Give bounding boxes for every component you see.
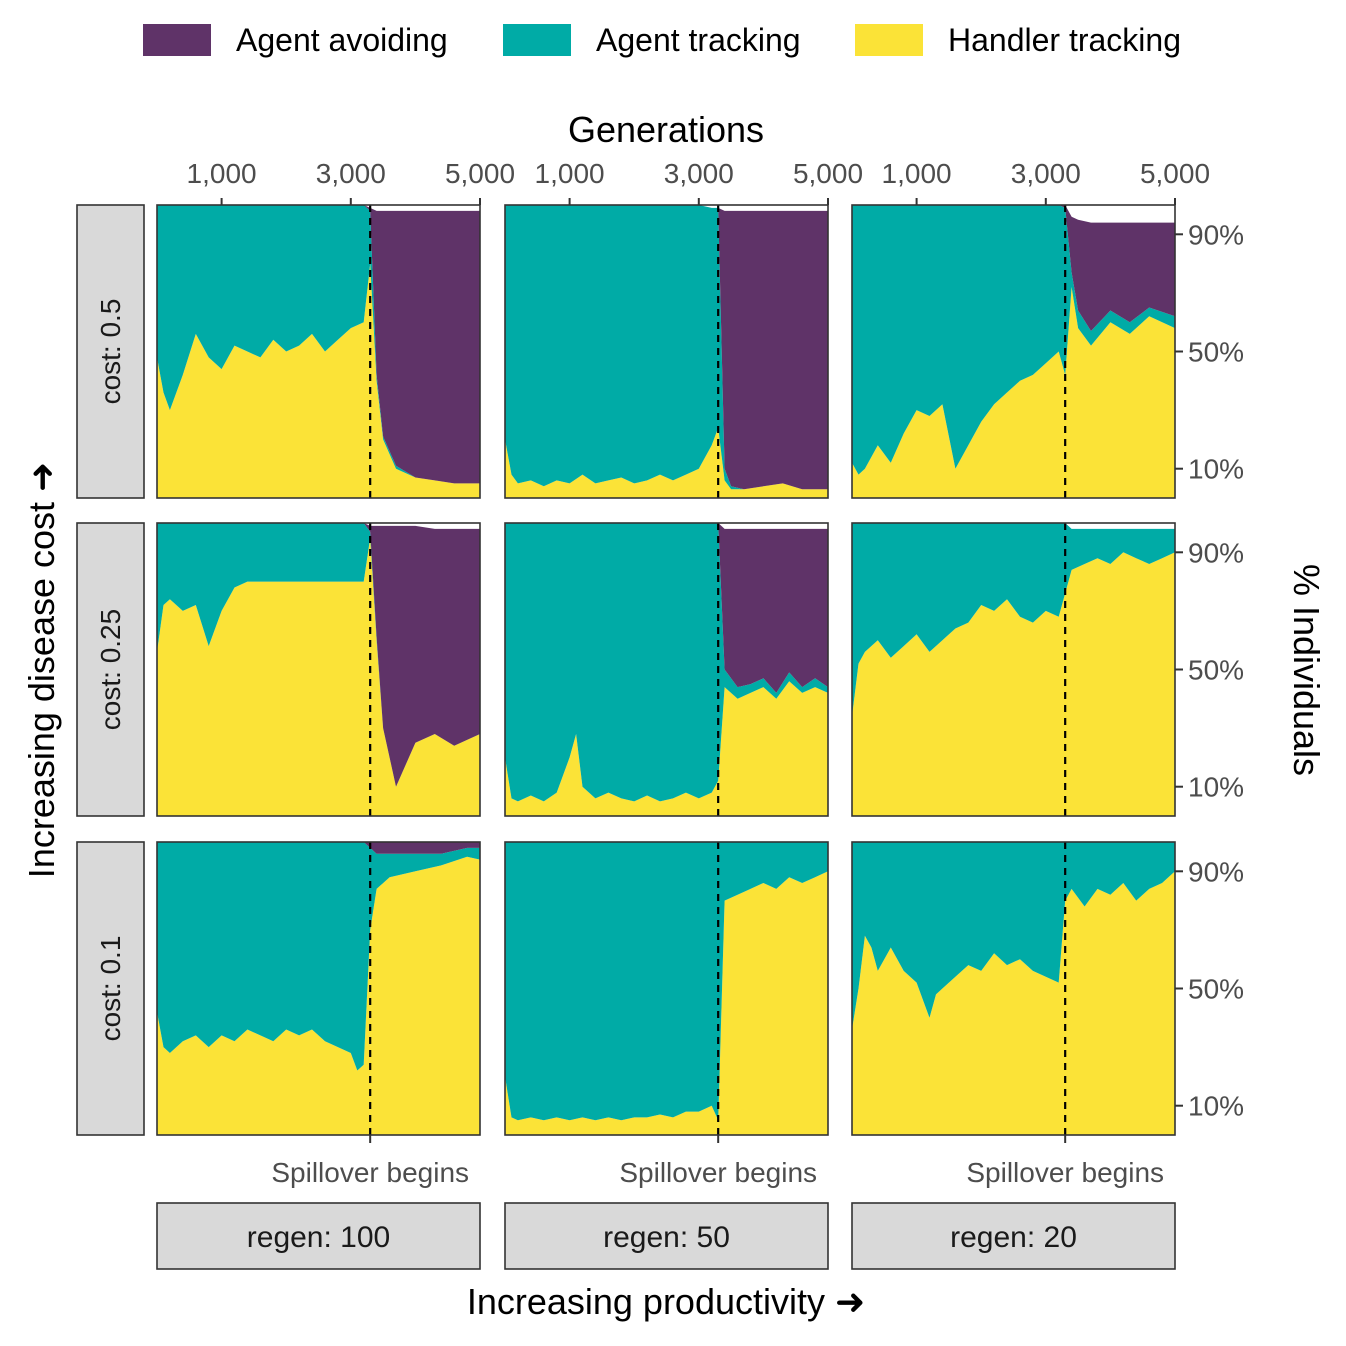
- y-tick-label: 10%: [1188, 454, 1244, 485]
- x-tick-label: 5,000: [1140, 158, 1210, 189]
- y-tick-label: 10%: [1188, 772, 1244, 803]
- x-tick-label: 3,000: [664, 158, 734, 189]
- panel-r1-c0: [156, 522, 481, 817]
- row-strip: [76, 841, 145, 1136]
- x-tick-label: 1,000: [187, 158, 257, 189]
- column-strip: [851, 1202, 1176, 1270]
- panel-r2-c1: [504, 841, 829, 1143]
- area-handler-tracking: [157, 537, 480, 816]
- y-tick-label: 90%: [1188, 537, 1244, 568]
- row-strip: [76, 522, 145, 817]
- spillover-label: Spillover begins: [271, 1157, 469, 1188]
- column-strips: regen: 100 regen: 50 regen: 20: [156, 1202, 1176, 1270]
- legend-swatch-agent-tracking: [503, 24, 571, 56]
- panel-r0-c0: [156, 198, 481, 499]
- area-agent-avoiding: [157, 523, 480, 787]
- row-strips: cost: 0.5 cost: 0.25 cost: 0.1: [76, 204, 145, 1136]
- y-tick-labels: 10% 50% 90% 10% 50% 90% 10% 50% 90%: [1175, 219, 1244, 1122]
- column-strip-label: regen: 20: [950, 1221, 1077, 1254]
- x-tick-label: 1,000: [882, 158, 952, 189]
- area-agent-tracking: [852, 205, 1175, 475]
- x-tick-labels: 1,000 3,000 5,000 1,000 3,000 5,000 1,000 3,000…: [187, 158, 1210, 189]
- legend: Agent avoiding Agent tracking Handler trac…: [143, 22, 1181, 58]
- legend-label-agent-tracking: Agent tracking: [596, 22, 801, 58]
- area-handler-tracking: [157, 263, 480, 498]
- area-agent-tracking: [157, 523, 480, 787]
- spillover-annotations: Spillover begins Spillover begins Spillove…: [271, 1157, 1164, 1188]
- panel-r0-c2: [851, 198, 1176, 499]
- x-tick-label: 3,000: [1011, 158, 1081, 189]
- panel-border: [156, 841, 481, 1136]
- panel-border: [504, 204, 829, 499]
- y-tick-label: 10%: [1188, 1091, 1244, 1122]
- area-agent-avoiding: [157, 842, 480, 854]
- x-tick-label: 1,000: [535, 158, 605, 189]
- area-handler-tracking: [505, 871, 828, 1135]
- area-handler-tracking: [852, 287, 1175, 498]
- area-agent-avoiding: [852, 205, 1175, 331]
- facet-panels: [156, 198, 1176, 1143]
- x-tick-label: 5,000: [793, 158, 863, 189]
- y-tick-label: 50%: [1188, 974, 1244, 1005]
- legend-label-agent-avoiding: Agent avoiding: [236, 22, 448, 58]
- row-strip: [76, 204, 145, 499]
- area-handler-tracking: [505, 681, 828, 816]
- row-strip-label: cost: 0.5: [95, 299, 126, 405]
- y-tick-label: 50%: [1188, 655, 1244, 686]
- panel-border: [504, 522, 829, 817]
- panel-r1-c2: [851, 522, 1176, 817]
- area-agent-tracking: [505, 842, 828, 1121]
- panel-r2-c0: [156, 841, 481, 1143]
- area-agent-tracking: [852, 523, 1175, 717]
- x-tick-label: 5,000: [445, 158, 515, 189]
- panel-r1-c1: [504, 522, 829, 817]
- area-agent-tracking: [157, 842, 480, 1071]
- area-agent-tracking: [505, 523, 828, 802]
- x-tick-label: 3,000: [316, 158, 386, 189]
- area-agent-tracking: [852, 842, 1175, 1030]
- panel-border: [504, 841, 829, 1136]
- panel-border: [156, 204, 481, 499]
- row-strip-label: cost: 0.25: [95, 609, 126, 730]
- panel-border: [156, 522, 481, 817]
- y-axis-title: % Individuals: [1286, 564, 1327, 776]
- area-handler-tracking: [852, 552, 1175, 816]
- column-strip-label: regen: 100: [247, 1221, 390, 1254]
- area-agent-avoiding: [157, 205, 480, 484]
- spillover-label: Spillover begins: [619, 1157, 817, 1188]
- row-axis-title: Increasing disease cost ➜: [21, 462, 62, 878]
- area-agent-tracking: [505, 205, 828, 490]
- area-handler-tracking: [505, 427, 828, 498]
- x-axis-title: Generations: [568, 109, 764, 150]
- panel-r2-c2: [851, 841, 1176, 1143]
- legend-swatch-agent-avoiding: [143, 24, 211, 56]
- column-axis-title: Increasing productivity ➜: [467, 1281, 865, 1322]
- y-tick-label: 90%: [1188, 219, 1244, 250]
- area-agent-avoiding: [505, 205, 828, 490]
- panel-r0-c1: [504, 198, 829, 499]
- area-agent-tracking: [157, 205, 480, 484]
- legend-label-handler-tracking: Handler tracking: [948, 22, 1181, 58]
- area-handler-tracking: [157, 856, 480, 1135]
- column-strip: [156, 1202, 481, 1270]
- column-strip: [504, 1202, 829, 1270]
- y-tick-label: 90%: [1188, 856, 1244, 887]
- spillover-label: Spillover begins: [966, 1157, 1164, 1188]
- area-handler-tracking: [852, 871, 1175, 1135]
- area-agent-avoiding: [505, 523, 828, 693]
- legend-swatch-handler-tracking: [855, 24, 923, 56]
- column-strip-label: regen: 50: [603, 1221, 730, 1254]
- y-tick-label: 50%: [1188, 337, 1244, 368]
- row-strip-label: cost: 0.1: [95, 936, 126, 1042]
